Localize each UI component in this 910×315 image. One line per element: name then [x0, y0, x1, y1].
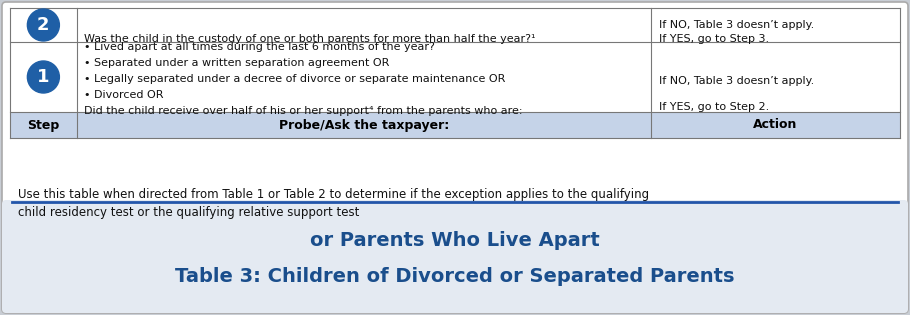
FancyBboxPatch shape — [2, 200, 908, 313]
Text: • Lived apart at all times during the last 6 months of the year?: • Lived apart at all times during the la… — [84, 42, 435, 52]
Bar — [10, 8, 900, 42]
Text: Action: Action — [753, 118, 797, 131]
Text: • Separated under a written separation agreement OR: • Separated under a written separation a… — [84, 58, 389, 68]
Text: Probe/Ask the taxpayer:: Probe/Ask the taxpayer: — [278, 118, 449, 131]
Bar — [10, 112, 900, 138]
Text: 1: 1 — [37, 68, 50, 86]
Circle shape — [27, 9, 59, 41]
Bar — [10, 42, 900, 112]
Text: If NO, Table 3 doesn’t apply.: If NO, Table 3 doesn’t apply. — [659, 20, 814, 30]
Text: Table 3: Children of Divorced or Separated Parents: Table 3: Children of Divorced or Separat… — [176, 267, 734, 287]
Text: Was the child in the custody of one or both parents for more than half the year?: Was the child in the custody of one or b… — [84, 34, 535, 44]
Text: Use this table when directed from Table 1 or Table 2 to determine if the excepti: Use this table when directed from Table … — [18, 188, 649, 219]
Text: If YES, go to Step 3.: If YES, go to Step 3. — [659, 34, 769, 44]
Text: Step: Step — [27, 118, 59, 131]
Circle shape — [27, 61, 59, 93]
Text: If YES, go to Step 2.: If YES, go to Step 2. — [659, 102, 769, 112]
Text: • Legally separated under a decree of divorce or separate maintenance OR: • Legally separated under a decree of di… — [84, 74, 505, 84]
Text: or Parents Who Live Apart: or Parents Who Live Apart — [310, 232, 600, 250]
Text: If NO, Table 3 doesn’t apply.: If NO, Table 3 doesn’t apply. — [659, 76, 814, 86]
Text: 2: 2 — [37, 16, 50, 34]
Text: • Divorced OR: • Divorced OR — [84, 90, 163, 100]
Text: Did the child receive over half of his or her support⁴ from the parents who are:: Did the child receive over half of his o… — [84, 106, 522, 116]
